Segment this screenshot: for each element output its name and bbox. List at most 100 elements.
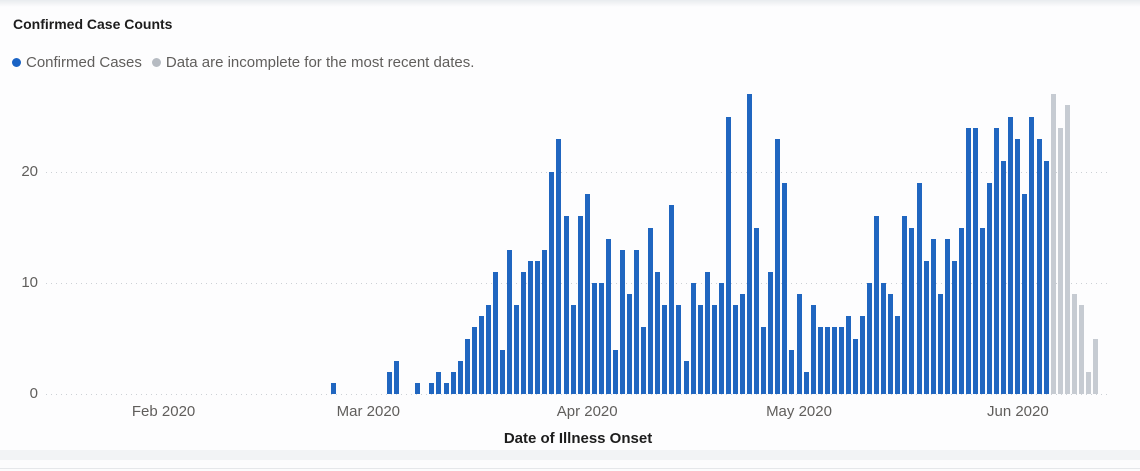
bar-confirmed[interactable] bbox=[867, 283, 873, 394]
bar-confirmed[interactable] bbox=[895, 316, 901, 394]
bar-confirmed[interactable] bbox=[937, 294, 943, 394]
bar-incomplete[interactable] bbox=[1093, 338, 1099, 394]
bar-confirmed[interactable] bbox=[1036, 138, 1042, 394]
bar-confirmed[interactable] bbox=[542, 249, 548, 394]
bar-confirmed[interactable] bbox=[754, 227, 760, 394]
bar-confirmed[interactable] bbox=[824, 327, 830, 394]
bar-confirmed[interactable] bbox=[789, 349, 795, 394]
bar-confirmed[interactable] bbox=[528, 260, 534, 394]
bar-confirmed[interactable] bbox=[951, 260, 957, 394]
bar-confirmed[interactable] bbox=[987, 183, 993, 394]
bar-confirmed[interactable] bbox=[1022, 194, 1028, 394]
bar-confirmed[interactable] bbox=[944, 238, 950, 394]
bar-confirmed[interactable] bbox=[902, 216, 908, 394]
bar-confirmed[interactable] bbox=[577, 216, 583, 394]
bar-incomplete[interactable] bbox=[1057, 127, 1063, 394]
bar-confirmed[interactable] bbox=[888, 294, 894, 394]
bar-confirmed[interactable] bbox=[916, 183, 922, 394]
bar-confirmed[interactable] bbox=[704, 271, 710, 394]
legend-item-incomplete-data[interactable]: Data are incomplete for the most recent … bbox=[151, 54, 474, 71]
bar-confirmed[interactable] bbox=[973, 127, 978, 394]
bar-confirmed[interactable] bbox=[612, 349, 618, 394]
bar-confirmed[interactable] bbox=[881, 283, 887, 394]
bar-confirmed[interactable] bbox=[747, 94, 753, 394]
bar-confirmed[interactable] bbox=[980, 227, 986, 394]
bar-confirmed[interactable] bbox=[655, 271, 661, 394]
bar-confirmed[interactable] bbox=[782, 183, 788, 394]
bar-confirmed[interactable] bbox=[683, 360, 689, 394]
bar-confirmed[interactable] bbox=[718, 283, 724, 394]
bar-confirmed[interactable] bbox=[923, 260, 929, 394]
bar-incomplete[interactable] bbox=[1078, 305, 1084, 394]
bar-confirmed[interactable] bbox=[648, 227, 654, 394]
bar-confirmed[interactable] bbox=[810, 305, 816, 394]
bar-confirmed[interactable] bbox=[930, 238, 936, 394]
bar-confirmed[interactable] bbox=[457, 360, 463, 394]
bar-confirmed[interactable] bbox=[965, 127, 971, 394]
bar-incomplete[interactable] bbox=[1085, 371, 1091, 394]
bar-confirmed[interactable] bbox=[817, 327, 823, 394]
bar-confirmed[interactable] bbox=[464, 338, 470, 394]
bar-confirmed[interactable] bbox=[605, 238, 611, 394]
bar-confirmed[interactable] bbox=[450, 371, 456, 394]
bar-confirmed[interactable] bbox=[690, 283, 696, 394]
bar-confirmed[interactable] bbox=[697, 305, 703, 394]
bar-incomplete[interactable] bbox=[1064, 105, 1070, 394]
bar-confirmed[interactable] bbox=[499, 349, 505, 394]
bar-confirmed[interactable] bbox=[415, 382, 421, 394]
bar-confirmed[interactable] bbox=[584, 194, 590, 394]
bar-incomplete[interactable] bbox=[1050, 94, 1056, 394]
legend-item-confirmed-cases[interactable]: Confirmed Cases bbox=[12, 54, 142, 71]
bar-confirmed[interactable] bbox=[1001, 160, 1007, 394]
bar-confirmed[interactable] bbox=[591, 283, 597, 394]
bar-confirmed[interactable] bbox=[852, 338, 858, 394]
bar-confirmed[interactable] bbox=[909, 227, 915, 394]
bar-confirmed[interactable] bbox=[641, 327, 647, 394]
bar-confirmed[interactable] bbox=[845, 316, 851, 394]
bar-confirmed[interactable] bbox=[1008, 116, 1014, 394]
bar-confirmed[interactable] bbox=[775, 138, 781, 394]
bar-confirmed[interactable] bbox=[570, 305, 576, 394]
bar-confirmed[interactable] bbox=[803, 371, 809, 394]
bar-confirmed[interactable] bbox=[387, 371, 393, 394]
bar-confirmed[interactable] bbox=[443, 382, 449, 394]
bar-confirmed[interactable] bbox=[958, 227, 964, 394]
bar-confirmed[interactable] bbox=[436, 371, 442, 394]
bar-confirmed[interactable] bbox=[725, 116, 731, 394]
bar-confirmed[interactable] bbox=[514, 305, 520, 394]
bar-confirmed[interactable] bbox=[394, 360, 400, 394]
bar-confirmed[interactable] bbox=[761, 327, 767, 394]
bar-confirmed[interactable] bbox=[556, 138, 562, 394]
bar-confirmed[interactable] bbox=[669, 205, 675, 394]
bar-confirmed[interactable] bbox=[485, 305, 491, 394]
bar-confirmed[interactable] bbox=[563, 216, 569, 394]
bar-confirmed[interactable] bbox=[535, 260, 541, 394]
bar-incomplete[interactable] bbox=[1071, 294, 1077, 394]
bar-confirmed[interactable] bbox=[521, 271, 527, 394]
bar-confirmed[interactable] bbox=[711, 305, 717, 394]
bar-confirmed[interactable] bbox=[330, 382, 336, 394]
bar-confirmed[interactable] bbox=[1043, 160, 1049, 394]
bar-confirmed[interactable] bbox=[732, 305, 738, 394]
bar-confirmed[interactable] bbox=[860, 316, 866, 394]
bar-confirmed[interactable] bbox=[620, 249, 625, 394]
bar-confirmed[interactable] bbox=[768, 271, 774, 394]
bar-confirmed[interactable] bbox=[492, 271, 498, 394]
bar-confirmed[interactable] bbox=[838, 327, 844, 394]
bar-confirmed[interactable] bbox=[549, 172, 555, 394]
bar-confirmed[interactable] bbox=[994, 127, 1000, 394]
bar-confirmed[interactable] bbox=[471, 327, 477, 394]
bar-confirmed[interactable] bbox=[1029, 116, 1035, 394]
bar-confirmed[interactable] bbox=[1015, 138, 1021, 394]
bar-confirmed[interactable] bbox=[429, 382, 435, 394]
bar-confirmed[interactable] bbox=[598, 283, 604, 394]
bar-confirmed[interactable] bbox=[740, 294, 746, 394]
bar-confirmed[interactable] bbox=[627, 294, 633, 394]
bar-confirmed[interactable] bbox=[507, 249, 513, 394]
bar-confirmed[interactable] bbox=[796, 294, 802, 394]
bar-confirmed[interactable] bbox=[478, 316, 484, 394]
bar-confirmed[interactable] bbox=[831, 327, 837, 394]
bar-confirmed[interactable] bbox=[662, 305, 668, 394]
bar-confirmed[interactable] bbox=[874, 216, 880, 394]
bar-confirmed[interactable] bbox=[676, 305, 682, 394]
